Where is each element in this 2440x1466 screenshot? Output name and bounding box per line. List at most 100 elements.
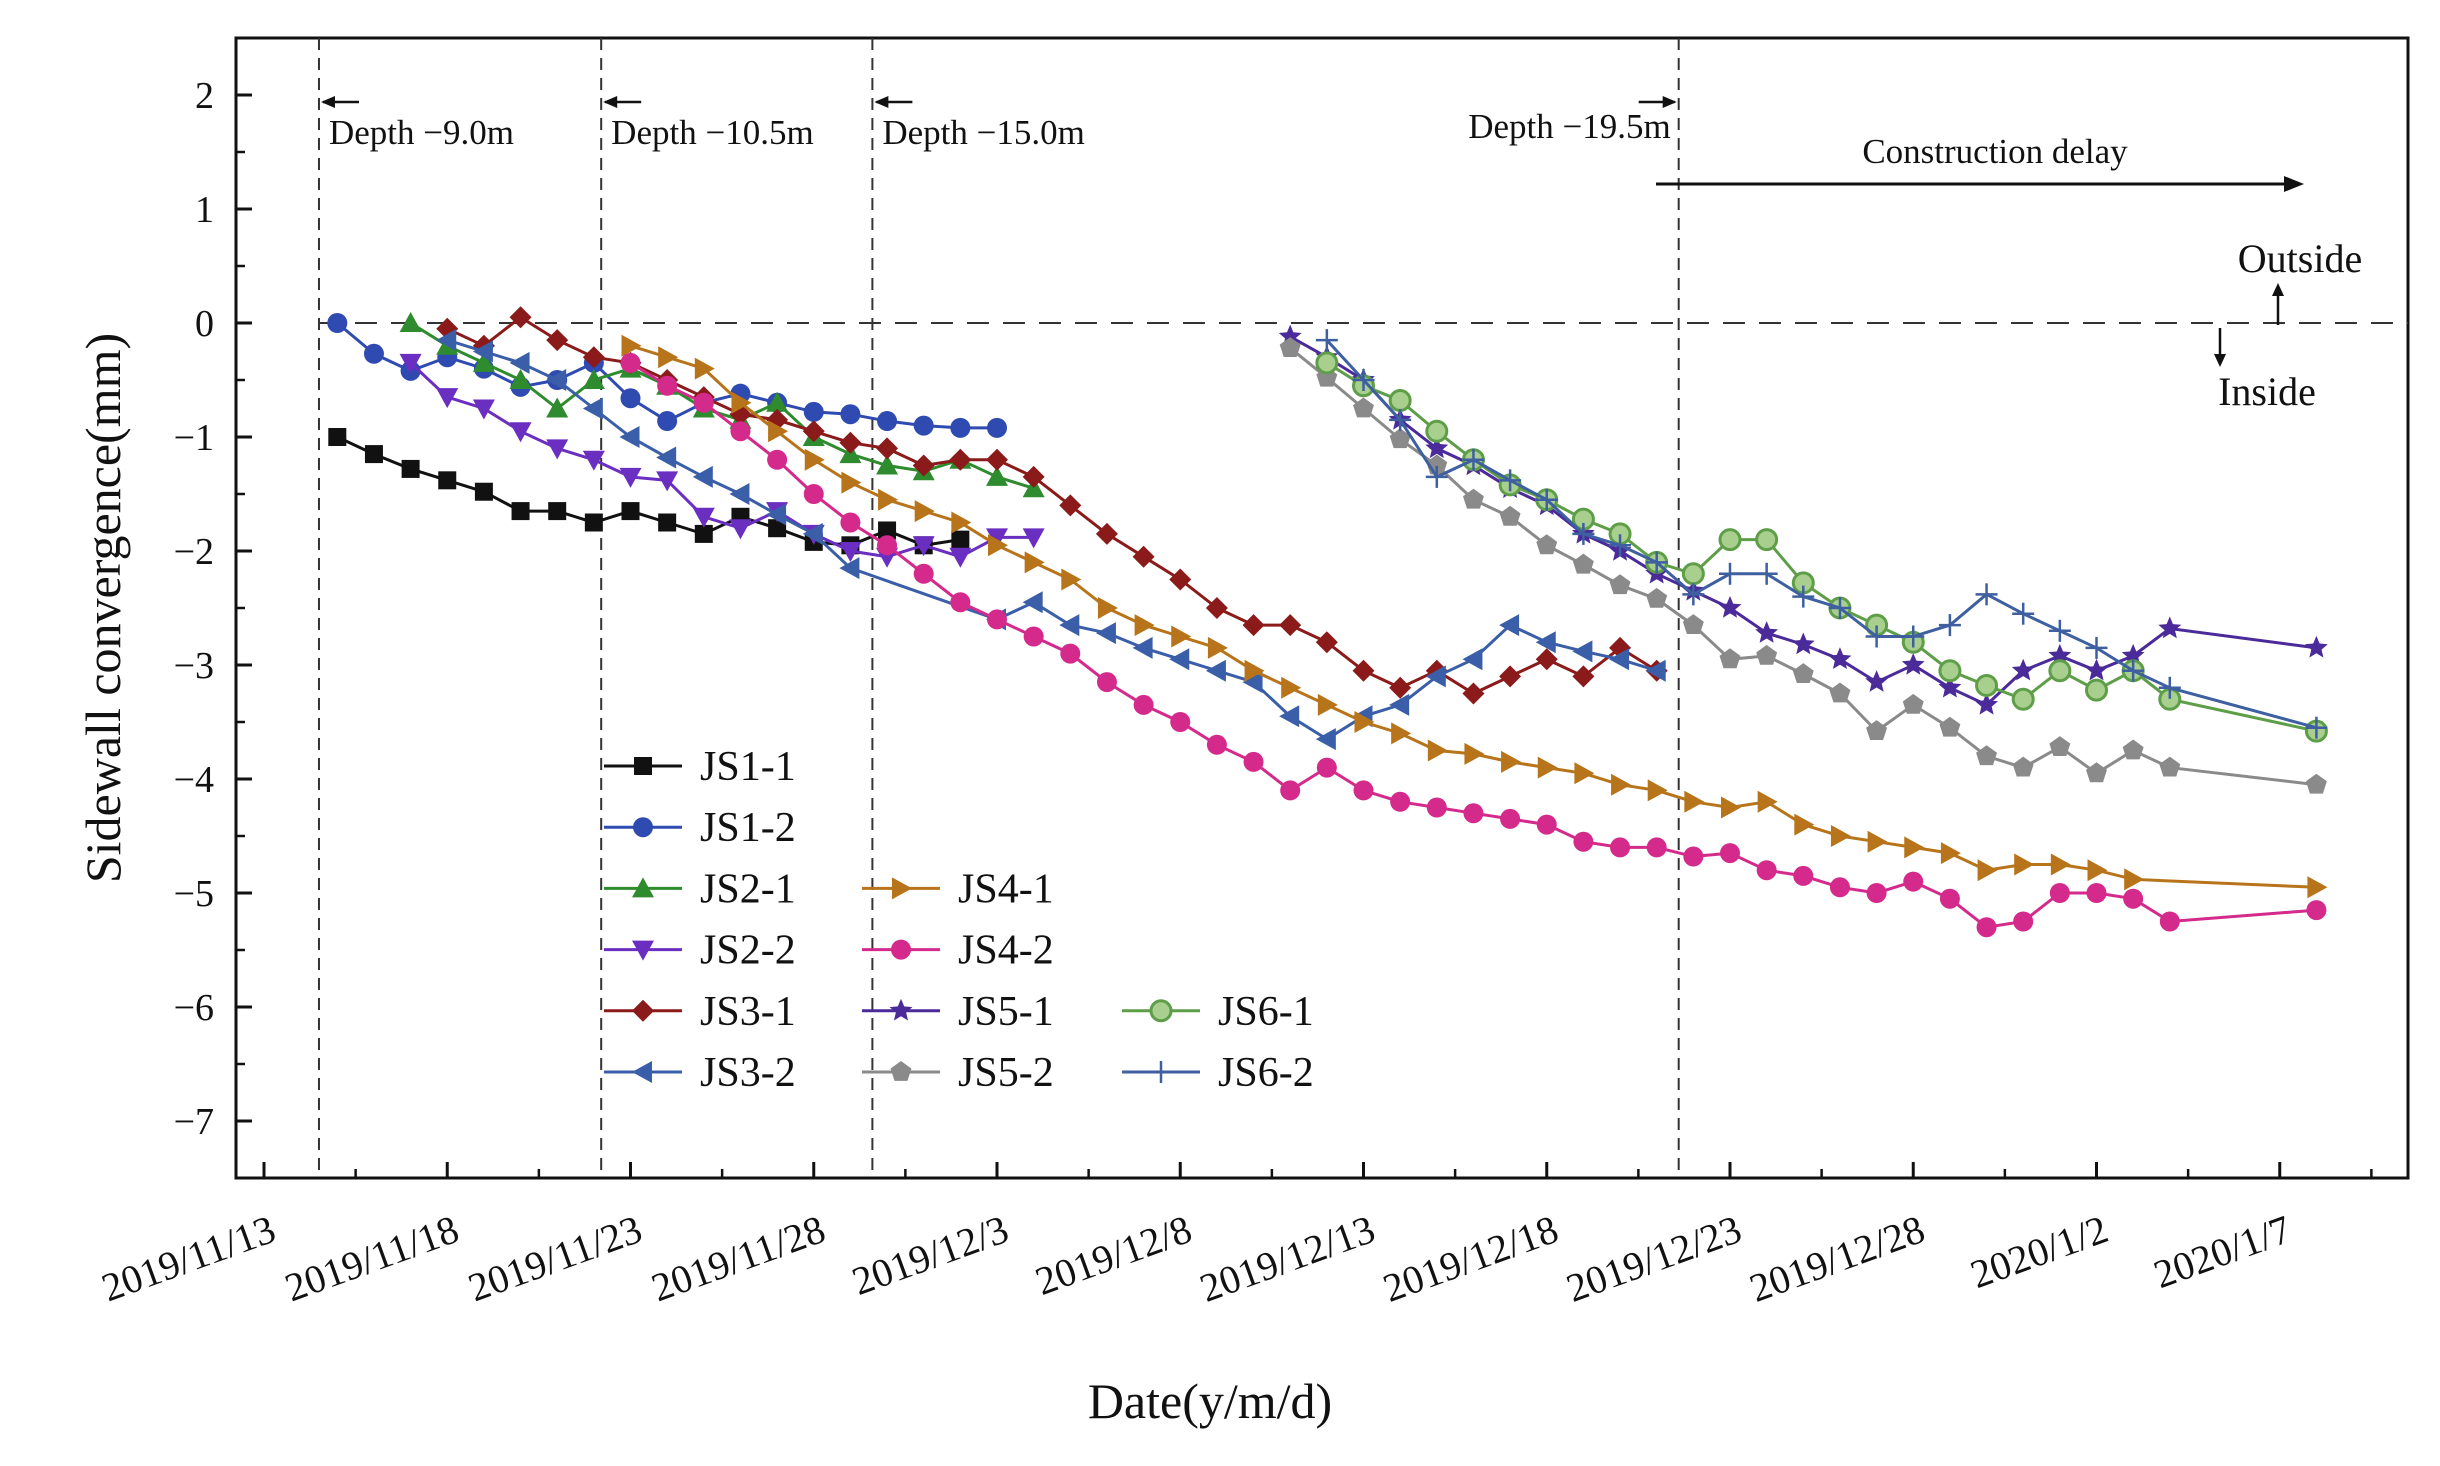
point-js4-2 — [2013, 911, 2034, 932]
point-js4-1 — [988, 534, 1008, 557]
series-js1-2 — [327, 313, 1007, 438]
point-js2-2 — [436, 388, 459, 409]
point-js6-2 — [1352, 369, 1375, 391]
point-js4-1 — [658, 346, 679, 369]
legend-marker-js5-1 — [889, 998, 913, 1021]
point-js5-1 — [1901, 653, 1925, 675]
point-js6-2 — [1828, 597, 1851, 619]
point-js3-2 — [1499, 614, 1520, 637]
y-axis: 2 1 0 −1 −2 −3 −4 −5 −6 −7 — [174, 36, 252, 1143]
point-js2-1 — [399, 312, 422, 332]
point-js4-1 — [914, 500, 935, 523]
point-js4-1 — [1464, 742, 1485, 765]
point-js2-2 — [729, 519, 752, 540]
point-js4-1 — [1684, 790, 1705, 813]
point-js4-1 — [1024, 551, 1045, 574]
legend-label-js5-2: JS5-2 — [958, 1050, 1054, 1096]
point-js6-2 — [1572, 522, 1595, 545]
point-js3-1 — [1169, 568, 1192, 591]
point-js4-2 — [1793, 865, 1814, 886]
point-js3-1 — [509, 306, 532, 329]
point-js3-1 — [1462, 682, 1485, 705]
series-line-js6-1 — [1326, 361, 2317, 733]
point-js5-2 — [2049, 736, 2071, 756]
point-js2-2 — [1022, 528, 1045, 549]
point-js4-2 — [767, 449, 788, 470]
point-js4-1 — [1207, 636, 1228, 659]
point-js6-2 — [2085, 636, 2108, 659]
legend-label-js6-1: JS6-1 — [1218, 989, 1314, 1035]
series-js4-1 — [621, 334, 2328, 899]
construction-delay-label: Construction delay — [1862, 132, 2128, 171]
point-js5-2 — [1682, 614, 1704, 634]
phase-label: Depth −10.5m — [611, 113, 814, 152]
point-js4-2 — [803, 484, 824, 504]
point-js6-1 — [1975, 674, 1999, 698]
point-js5-2 — [1902, 693, 1924, 714]
point-js6-1 — [1755, 528, 1779, 552]
point-js5-1 — [2048, 643, 2072, 666]
point-js5-2 — [1646, 587, 1668, 608]
point-js4-2 — [1573, 831, 1594, 852]
point-js3-2 — [1645, 659, 1666, 682]
point-js3-2 — [1572, 640, 1593, 663]
point-js4-2 — [2123, 888, 2144, 909]
legend-marker-js4-1 — [892, 877, 912, 900]
point-js4-1 — [1391, 722, 1412, 745]
point-js5-2 — [2086, 762, 2107, 783]
point-js4-2 — [1170, 712, 1191, 732]
point-js2-2 — [509, 422, 532, 443]
point-js4-2 — [913, 563, 934, 584]
point-js3-1 — [1059, 494, 1082, 517]
point-js4-2 — [1683, 846, 1704, 867]
point-js6-2 — [1535, 488, 1558, 511]
construction-delay-arrowhead — [2284, 176, 2304, 192]
point-js3-2 — [1205, 659, 1226, 682]
point-js5-2 — [1866, 720, 1888, 741]
point-js6-1 — [1315, 351, 1339, 375]
legend-marker-js2-1 — [632, 877, 654, 898]
legend-marker-js1-2 — [633, 817, 653, 838]
point-js3-1 — [1279, 614, 1302, 637]
phase-lines: Depth −9.0m Depth −10.5m Depth −15.0m Depth… — [317, 38, 1680, 1178]
plot-frame — [234, 36, 2410, 1180]
point-js3-1 — [1242, 614, 1265, 637]
point-js4-1 — [1757, 790, 1778, 813]
point-js1-1 — [511, 502, 530, 521]
point-js6-1 — [1425, 419, 1449, 443]
point-js4-1 — [841, 471, 862, 494]
legend-marker-js2-2 — [632, 940, 654, 961]
point-js5-2 — [1389, 428, 1411, 449]
point-js4-2 — [1206, 734, 1227, 755]
point-js5-1 — [2121, 643, 2145, 666]
point-js4-2 — [950, 592, 971, 613]
point-js3-1 — [1352, 659, 1375, 682]
point-js6-2 — [2122, 659, 2145, 682]
point-js1-1 — [328, 428, 347, 446]
point-js4-1 — [1867, 830, 1888, 853]
point-js5-1 — [1425, 436, 1449, 459]
point-js4-2 — [2159, 911, 2180, 932]
legend-marker-js5-2 — [890, 1061, 912, 1081]
point-js4-2 — [730, 421, 751, 442]
point-js4-1 — [804, 448, 825, 471]
legend-marker-js1-1 — [634, 757, 652, 775]
point-js5-1 — [2158, 616, 2182, 639]
point-js6-2 — [1389, 408, 1412, 431]
point-js4-1 — [1537, 756, 1558, 779]
phase-label: Depth −15.0m — [882, 113, 1085, 152]
legend-marker-js6-2 — [1150, 1061, 1172, 1083]
point-js3-2 — [1132, 636, 1153, 659]
point-js5-2 — [1719, 648, 1741, 669]
point-js4-2 — [620, 352, 641, 373]
y-tick-label: −2 — [174, 531, 214, 573]
series-js5-2 — [1279, 337, 2327, 794]
point-js6-2 — [1792, 585, 1815, 608]
point-js3-1 — [876, 437, 899, 460]
point-js2-2 — [546, 439, 569, 460]
point-js5-1 — [1865, 670, 1889, 692]
point-js6-2 — [1499, 469, 1522, 492]
point-js3-2 — [1462, 648, 1483, 671]
legend-label-js5-1: JS5-1 — [958, 989, 1054, 1035]
point-js1-1 — [658, 513, 677, 532]
